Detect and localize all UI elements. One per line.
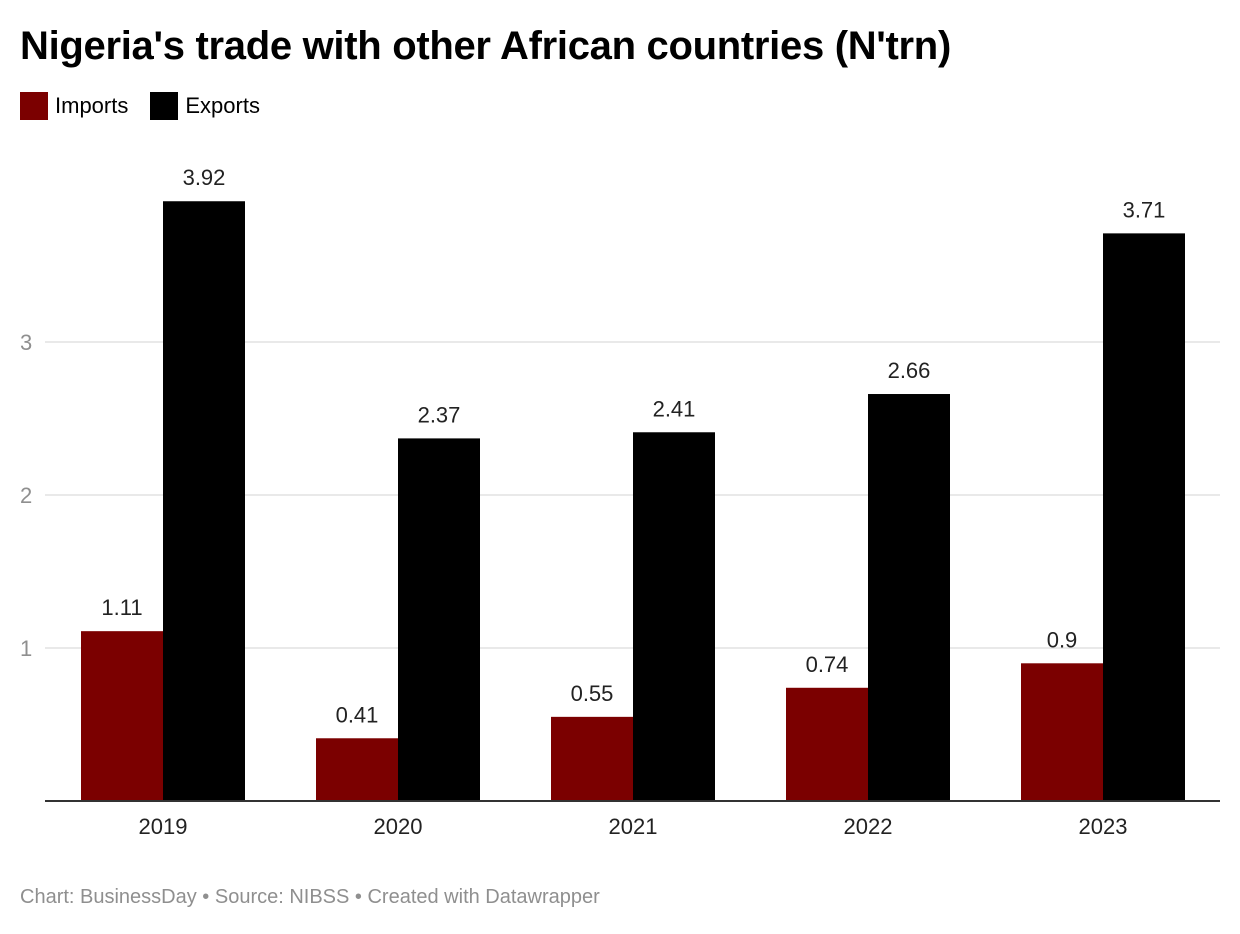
- legend-swatch-exports: [150, 92, 179, 120]
- value-label-imports-2023: 0.9: [1047, 627, 1078, 652]
- bar-exports-2023: [1103, 233, 1185, 801]
- value-label-imports-2020: 0.41: [336, 702, 379, 727]
- value-label-exports-2022: 2.66: [888, 358, 931, 383]
- legend-swatch-imports: [20, 92, 48, 120]
- bar-exports-2019: [163, 201, 245, 802]
- bar-imports-2019: [81, 631, 163, 801]
- x-tick-label-2022: 2022: [844, 814, 893, 839]
- value-label-exports-2023: 3.71: [1123, 197, 1166, 222]
- bar-exports-2022: [868, 394, 950, 801]
- value-label-exports-2021: 2.41: [653, 396, 696, 421]
- bar-imports-2023: [1021, 663, 1103, 801]
- value-label-imports-2021: 0.55: [571, 681, 614, 706]
- x-tick-label-2019: 2019: [139, 814, 188, 839]
- value-label-imports-2022: 0.74: [806, 652, 849, 677]
- legend: Imports Exports: [20, 92, 282, 120]
- y-tick-label-3: 3: [20, 330, 32, 355]
- value-label-imports-2019: 1.11: [101, 595, 142, 620]
- legend-item-exports: Exports: [150, 92, 260, 120]
- bar-exports-2021: [633, 432, 715, 801]
- y-tick-label-2: 2: [20, 483, 32, 508]
- y-tick-label-1: 1: [20, 636, 32, 661]
- legend-item-imports: Imports: [20, 92, 128, 120]
- x-tick-label-2023: 2023: [1079, 814, 1128, 839]
- chart-credit: Chart: BusinessDay • Source: NIBSS • Cre…: [20, 886, 600, 908]
- x-tick-label-2021: 2021: [609, 814, 658, 839]
- bar-imports-2021: [551, 716, 633, 801]
- value-label-exports-2019: 3.92: [183, 165, 226, 190]
- bar-imports-2022: [786, 687, 868, 801]
- chart-title: Nigeria's trade with other African count…: [20, 24, 951, 68]
- bar-imports-2020: [316, 738, 398, 801]
- x-tick-label-2020: 2020: [374, 814, 423, 839]
- legend-label-imports: Imports: [55, 93, 129, 118]
- value-label-exports-2020: 2.37: [418, 402, 461, 427]
- legend-label-exports: Exports: [185, 93, 260, 118]
- bar-exports-2020: [398, 438, 480, 801]
